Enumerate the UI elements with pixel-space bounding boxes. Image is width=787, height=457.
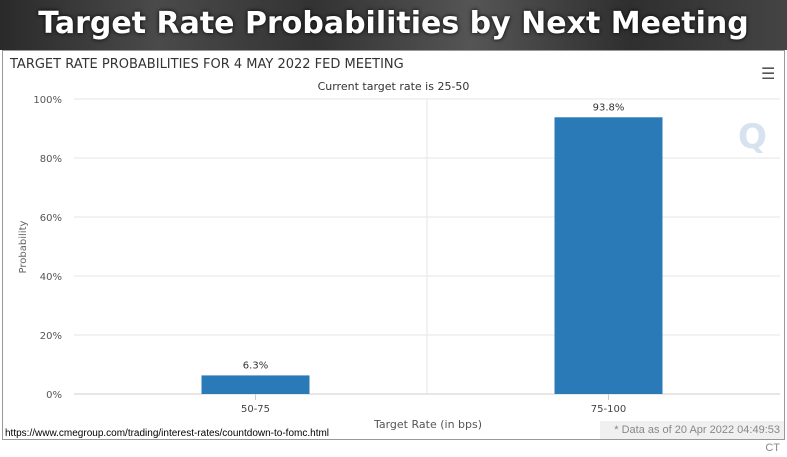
data-timestamp: * Data as of 20 Apr 2022 04:49:53 CT [600,421,784,454]
data-label: 6.3% [243,360,268,371]
y-tick-label: 20% [40,331,62,342]
banner: Target Rate Probabilities by Next Meetin… [0,0,787,50]
x-axis-label: Target Rate (in bps) [373,418,482,431]
watermark-logo-icon: Q [738,117,767,157]
y-tick-label: 40% [40,272,62,283]
hamburger-icon[interactable]: ☰ [761,64,776,83]
y-tick-label: 60% [40,213,62,224]
chart-plot: 0% 20% 40% 60% 80% 100% 6.3% 50-75 93.8% 75-100 Ta… [18,95,780,431]
data-label: 93.8% [593,102,625,113]
y-tick-label: 100% [33,95,62,106]
bar [201,375,310,394]
chart-title: TARGET RATE PROBABILITIES FOR 4 MAY 2022… [10,57,404,72]
x-tick-label: 75-100 [591,404,626,415]
source-url: https://www.cmegroup.com/trading/interes… [5,428,330,439]
y-axis-label: Probability [18,220,29,273]
x-tick-label: 50-75 [241,404,270,415]
banner-title: Target Rate Probabilities by Next Meetin… [38,6,749,41]
chart-subtitle: Current target rate is 25-50 [317,80,470,93]
bar [554,117,663,394]
y-tick-label: 0% [46,390,62,401]
y-tick-label: 80% [40,154,62,165]
